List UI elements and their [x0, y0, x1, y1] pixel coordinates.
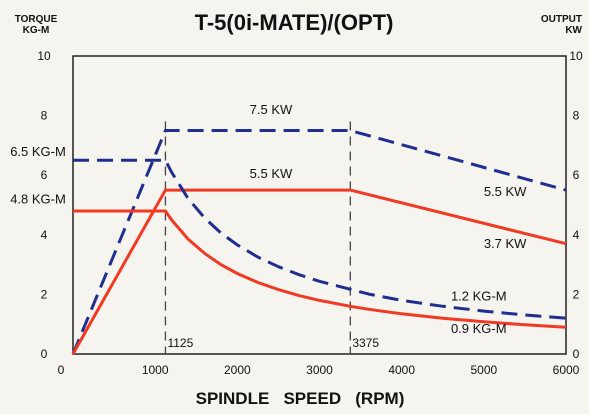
y-tick-label-right: 10	[569, 49, 583, 63]
x-tick-label: 1000	[142, 363, 169, 377]
y-tick-label-left: 4	[41, 228, 48, 242]
y-tick-label-right: 8	[573, 109, 580, 123]
reference-line-label: 1125	[167, 336, 193, 350]
right-axis-title-line1: OUTPUT	[541, 14, 582, 25]
chart-title: T-5(0i-MATE)/(OPT)	[195, 10, 394, 35]
series-line-3	[73, 158, 567, 320]
x-tick-label: 3000	[306, 363, 333, 377]
y-tick-label-left: 0	[41, 347, 48, 361]
x-tick-label: 4000	[388, 363, 415, 377]
reference-line-label: 3375	[352, 336, 379, 350]
x-tick-label: 2000	[224, 363, 251, 377]
annotation-label: 6.5 KG-M	[10, 144, 66, 159]
y-tick-label-right: 2	[573, 287, 580, 301]
y-tick-label-right: 0	[573, 347, 580, 361]
series-line-2	[71, 188, 567, 355]
left-axis-title-line2: KG-M	[23, 25, 50, 36]
annotation-label: 5.5 KW	[250, 166, 293, 181]
y-tick-label-left: 2	[41, 287, 48, 301]
x-axis-title: SPINDLE SPEED (RPM)	[196, 389, 405, 408]
x-tick-label: 6000	[553, 363, 580, 377]
annotation-label: 4.8 KG-M	[10, 192, 66, 207]
annotation-label: 5.5 KW	[484, 184, 527, 199]
x-tick-label: 5000	[470, 363, 497, 377]
y-tick-label-right: 4	[573, 228, 580, 242]
series-line-4	[73, 209, 567, 329]
annotation-label: 0.9 KG-M	[451, 321, 507, 336]
y-tick-label-left: 6	[41, 168, 48, 182]
left-axis-title-line1: TORQUE	[15, 14, 58, 25]
series-line-1	[71, 129, 567, 355]
right-axis-title-line2: KW	[565, 25, 582, 36]
x-tick-label: 0	[58, 363, 65, 377]
y-tick-label-left: 8	[41, 109, 48, 123]
annotation-label: 7.5 KW	[250, 102, 293, 117]
y-tick-label-right: 6	[573, 168, 580, 182]
annotation-label: 1.2 KG-M	[451, 288, 507, 303]
y-tick-label-left: 10	[37, 49, 51, 63]
annotation-label: 3.7 KW	[484, 236, 527, 251]
plot-frame	[72, 55, 567, 355]
